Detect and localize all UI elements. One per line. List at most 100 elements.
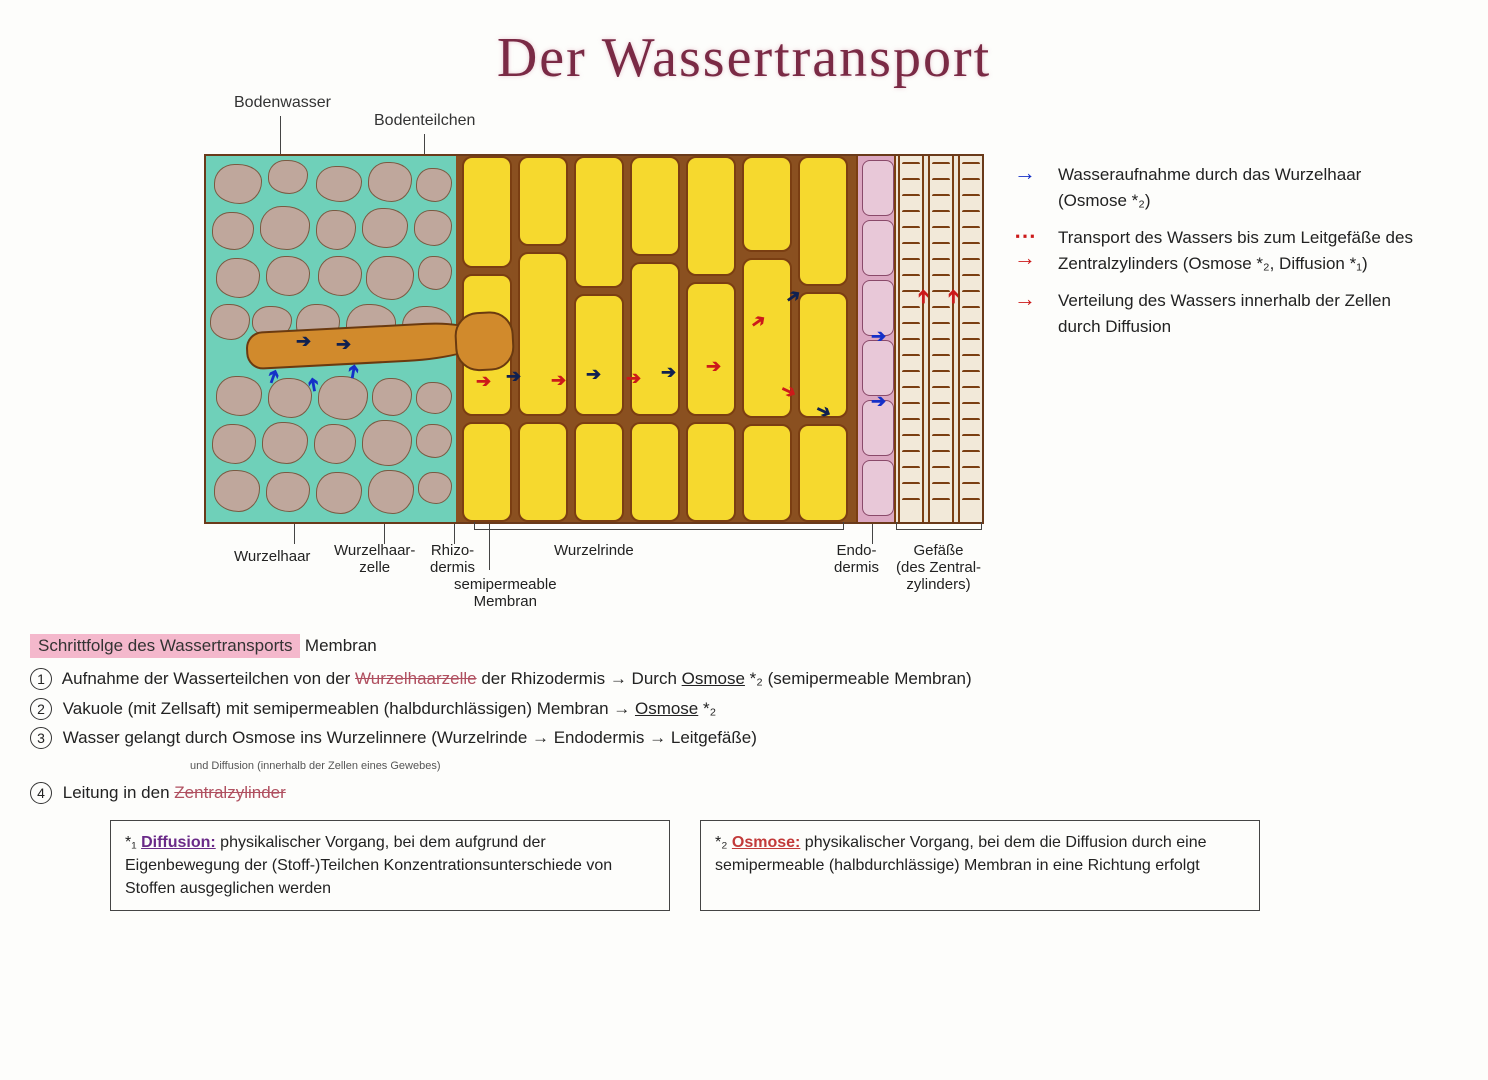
vessel-rung (932, 306, 950, 310)
vessel-rung (932, 354, 950, 358)
t: Osmose (682, 669, 745, 688)
t: Leitung in den (63, 783, 175, 802)
soil-particle (216, 376, 262, 416)
vessel-rung (902, 466, 920, 470)
t: Aufnahme der Wasserteilchen von der (62, 669, 355, 688)
vessel-rung (902, 306, 920, 310)
leader-line (489, 524, 490, 570)
t: *₂ (semipermeable Membran) (745, 669, 972, 688)
flow-arrow-icon: ➔ (476, 371, 491, 392)
vessel-rung (962, 386, 980, 390)
cortex-cell (630, 422, 680, 522)
vessel-rung (932, 450, 950, 454)
leader-line (424, 134, 425, 154)
vessel-rung (962, 290, 980, 294)
vessel-rung (902, 242, 920, 246)
cortex-cell (798, 156, 848, 286)
step-num-icon: 1 (30, 668, 52, 690)
section-heading-extra: Membran (305, 636, 377, 655)
vessel-rung (902, 338, 920, 342)
legend-row-2: ⋯→ Transport des Wassers bis zum Leitgef… (1014, 225, 1434, 276)
cortex-cell (686, 422, 736, 522)
cortex-cell (742, 424, 792, 522)
label-wurzelrinde: Wurzelrinde (554, 542, 634, 559)
vessel-rung (932, 322, 950, 326)
vessel-rung (962, 402, 980, 406)
vessel-column (958, 156, 984, 522)
label-bodenwasser: Bodenwasser (234, 94, 331, 112)
brace (474, 522, 844, 530)
vessel-rung (932, 402, 950, 406)
label-gefaesse: Gefäße (des Zentral- zylinders) (896, 542, 981, 593)
t: *₂ (715, 834, 732, 851)
soil-particle (416, 382, 452, 414)
vessel-rung (902, 434, 920, 438)
soil-particle (210, 304, 250, 340)
vessel-rung (902, 402, 920, 406)
legend-row-1: → Wasseraufnahme durch das Wurzelhaar (O… (1014, 162, 1434, 213)
soil-particle (362, 208, 408, 248)
vessel-rung (962, 354, 980, 358)
vessel-rung (902, 210, 920, 214)
cortex-cell (462, 422, 512, 522)
leader-line (454, 524, 455, 544)
vessel-rung (902, 178, 920, 182)
cortex-cell (742, 156, 792, 252)
soil-particle (216, 258, 260, 298)
legend: → Wasseraufnahme durch das Wurzelhaar (O… (1014, 154, 1434, 351)
flow-arrow-icon: ➔ (336, 334, 351, 355)
step-3: 3 Wasser gelangt durch Osmose ins Wurzel… (30, 725, 1458, 776)
vessel-rung (962, 370, 980, 374)
endodermis-cell (862, 220, 894, 276)
vessel-rung (962, 258, 980, 262)
vessel-rung (962, 274, 980, 278)
vessel-rung (962, 450, 980, 454)
soil-particle (212, 212, 254, 250)
flow-arrow-icon: ➔ (706, 356, 721, 377)
cortex-region (456, 156, 856, 522)
vessel-rung (902, 370, 920, 374)
soil-particle (266, 472, 310, 512)
vessel-rung (962, 322, 980, 326)
soil-particle (362, 420, 412, 466)
vessel-rung (962, 162, 980, 166)
label-bodenteilchen: Bodenteilchen (374, 112, 475, 130)
legend-text: Wasseraufnahme durch das Wurzelhaar (Osm… (1058, 162, 1434, 213)
soil-particle (414, 210, 452, 246)
step-2: 2 Vakuole (mit Zellsaft) mit semipermeab… (30, 696, 1458, 722)
soil-particle (318, 376, 368, 420)
cortex-cell (630, 262, 680, 416)
vessel-rung (902, 258, 920, 262)
cortex-cell (798, 424, 848, 522)
cortex-cell (686, 156, 736, 276)
legend-row-3: → Verteilung des Wassers innerhalb der Z… (1014, 288, 1434, 339)
flow-arrow-icon: ➔ (296, 331, 311, 352)
cross-section-figure: ➔➔➔➔➔➔➔➔➔➔➔➔➔➔➔➔➔➔➔➔ (204, 154, 984, 524)
vessel-rung (932, 226, 950, 230)
cortex-cell (630, 156, 680, 256)
soil-particle (318, 256, 362, 296)
vessel-rung (902, 450, 920, 454)
def-osmose: *₂ Osmose: physikalischer Vorgang, bei d… (700, 820, 1260, 912)
soil-particle (214, 164, 262, 204)
soil-particle (212, 424, 256, 464)
label-wurzelhaarzelle: Wurzelhaar- zelle (334, 542, 415, 576)
vessel-rung (962, 210, 980, 214)
vessel-rung (932, 258, 950, 262)
label-wurzelhaar: Wurzelhaar (234, 548, 310, 565)
vessel-rung (932, 194, 950, 198)
flow-arrow-icon: ➔ (661, 362, 676, 383)
soil-particle (416, 424, 452, 458)
vessel-rung (932, 466, 950, 470)
vessel-rung (932, 242, 950, 246)
label-rhizodermis: Rhizo- dermis (430, 542, 475, 576)
vessel-rung (932, 274, 950, 278)
step-num-icon: 3 (30, 727, 52, 749)
flow-arrow-icon: ➔ (626, 368, 641, 389)
step-num-icon: 2 (30, 698, 52, 720)
flow-arrow-icon: ➔ (871, 391, 886, 412)
flow-arrow-icon: ➔ (913, 289, 934, 304)
vessel-rung (932, 338, 950, 342)
steps-list: 1 Aufnahme der Wasserteilchen von der Wu… (30, 666, 1458, 806)
cortex-cell (462, 156, 512, 268)
